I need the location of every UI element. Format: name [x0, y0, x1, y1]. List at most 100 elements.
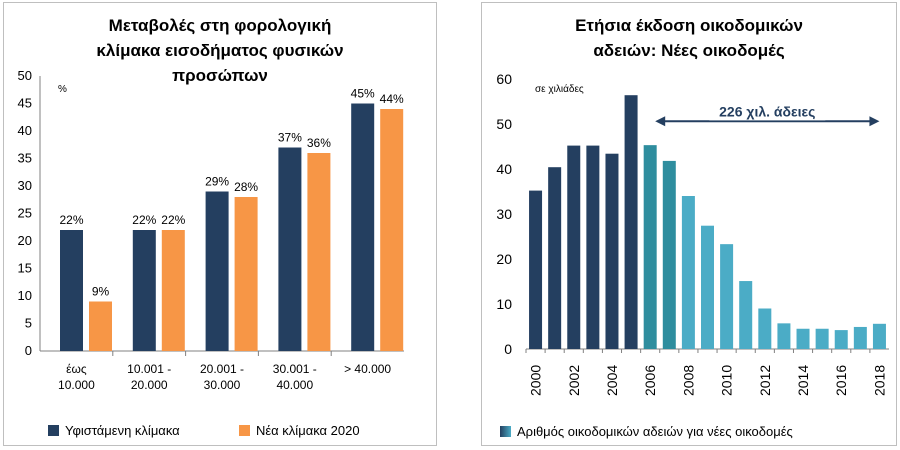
chart-title-line-3: προσώπων [172, 66, 268, 85]
y-tick-label: 50 [496, 116, 512, 132]
y-axis-unit-label: σε χιλιάδες [535, 83, 584, 95]
x-tick-label: 20.000 [131, 378, 168, 392]
x-tick-label: > 40.000 [344, 362, 391, 376]
x-tick-label: 30.000 [204, 378, 241, 392]
x-tick-label: 2016 [833, 365, 849, 396]
bar [796, 328, 810, 349]
bar [624, 95, 638, 349]
y-tick-label: 30 [18, 178, 32, 193]
data-label: 28% [234, 180, 258, 194]
data-label: 22% [59, 213, 83, 227]
bar [307, 153, 331, 351]
chart-title-line-1: Ετήσια έκδοση οικοδομικών [575, 16, 803, 35]
y-tick-label: 10 [18, 288, 32, 303]
x-tick-label: 2006 [642, 365, 658, 396]
bar [662, 160, 676, 349]
chart-panel-tax-scale: Μεταβολές στη φορολογική κλίμακα εισοδήμ… [3, 2, 437, 446]
data-label: 45% [351, 87, 375, 101]
legend-item-current-scale: Υφιστάμενη κλίμακα [48, 423, 180, 438]
y-axis-unit-label: % [58, 84, 67, 95]
data-label: 22% [132, 213, 156, 227]
chart-title: Ετήσια έκδοση οικοδομικών αδειών: Νέες ο… [482, 13, 896, 63]
x-tick-label: 2018 [871, 365, 887, 396]
bar [815, 328, 829, 349]
legend-item-new-scale: Νέα κλίμακα 2020 [239, 423, 360, 438]
y-tick-label: 15 [18, 261, 32, 276]
bar [739, 281, 753, 349]
bar [161, 230, 185, 351]
annotation-label-bg [709, 102, 826, 121]
chart-panel-building-permits: Ετήσια έκδοση οικοδομικών αδειών: Νέες ο… [481, 2, 897, 446]
y-tick-label: 0 [504, 341, 512, 357]
y-tick-label: 0 [25, 343, 32, 358]
bar [586, 145, 600, 349]
y-tick-label: 35 [18, 151, 32, 166]
bar [278, 147, 302, 351]
data-label: 9% [92, 285, 110, 299]
chart-title-line-2: κλίμακα εισοδήματος φυσικών [96, 41, 344, 60]
bar [701, 225, 714, 349]
annotation-arrow-head-left [655, 116, 666, 127]
bar [205, 191, 229, 351]
bar [380, 109, 404, 351]
data-label: 22% [161, 213, 185, 227]
y-tick-label: 40 [18, 123, 32, 138]
bar [853, 326, 867, 349]
x-tick-label: 2012 [757, 365, 773, 396]
legend-swatch-current [48, 425, 59, 436]
legend-label-new: Νέα κλίμακα 2020 [256, 423, 360, 438]
annotation-arrow-head-right [869, 116, 880, 127]
y-tick-label: 45 [18, 96, 32, 111]
y-tick-label: 10 [496, 296, 512, 312]
chart-title-line-1: Μεταβολές στη φορολογική [108, 16, 332, 35]
data-label: 44% [380, 92, 404, 106]
chart-title: Μεταβολές στη φορολογική κλίμακα εισοδήμ… [4, 13, 436, 88]
data-label: 37% [278, 131, 302, 145]
x-tick-label: 30.001 - [273, 362, 317, 376]
x-tick-label: 2004 [604, 365, 620, 396]
bar [351, 103, 375, 351]
legend-swatch-new [239, 425, 250, 436]
bar [758, 308, 772, 349]
x-tick-label: 2008 [680, 365, 696, 396]
chart-title-line-2: αδειών: Νέες οικοδομές [593, 41, 785, 60]
bar [234, 197, 258, 351]
legend-item-permits: Αριθμός οικοδομικών αδειών για νέες οικο… [500, 424, 793, 439]
y-tick-label: 20 [18, 233, 32, 248]
y-tick-label: 40 [496, 161, 512, 177]
y-tick-label: 30 [496, 206, 512, 222]
y-tick-label: 20 [496, 251, 512, 267]
annotation-label: 226 χιλ. άδειες [719, 103, 815, 119]
bar [60, 230, 83, 351]
legend-swatch-permits [500, 426, 511, 437]
x-tick-label: 40.000 [276, 378, 313, 392]
legend-label-current: Υφιστάμενη κλίμακα [65, 423, 180, 438]
x-tick-label: 10.000 [58, 378, 95, 392]
y-tick-label: 25 [18, 206, 32, 221]
x-tick-label: έως [66, 362, 87, 376]
legend-label-permits: Αριθμός οικοδομικών αδειών για νέες οικο… [517, 424, 793, 439]
y-tick-label: 50 [18, 68, 32, 83]
x-tick-label: 2014 [795, 365, 811, 396]
x-tick-label: 2010 [719, 365, 735, 396]
building-permits-bar-chart: 0 10 20 30 40 50 60 σε χιλιάδες 2000 2002 2004 2006… [496, 71, 889, 396]
bar [643, 145, 657, 349]
bar [834, 330, 848, 349]
y-tick-label: 5 [25, 316, 32, 331]
bar [681, 196, 695, 349]
bar [777, 323, 791, 349]
bar [132, 230, 156, 351]
bar [872, 323, 886, 349]
x-tick-label: 2000 [528, 365, 544, 396]
y-tick-label: 60 [496, 71, 512, 87]
data-label: 29% [205, 175, 229, 189]
bar [567, 145, 581, 349]
tax-scale-bar-chart: 0 5 10 15 20 25 30 35 40 45 50% 22% 9% έως 10.000 22% 22… [18, 68, 405, 392]
x-tick-label: 20.001 - [200, 362, 244, 376]
x-tick-label: 2002 [566, 365, 582, 396]
bar [529, 190, 543, 349]
bar [89, 301, 112, 351]
bar [605, 153, 619, 349]
data-label: 36% [307, 136, 331, 150]
bar [548, 167, 562, 349]
